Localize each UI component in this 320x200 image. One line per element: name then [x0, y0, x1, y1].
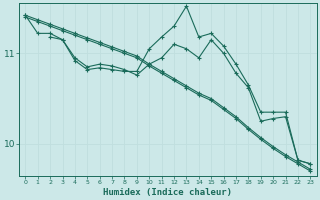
- X-axis label: Humidex (Indice chaleur): Humidex (Indice chaleur): [103, 188, 232, 197]
